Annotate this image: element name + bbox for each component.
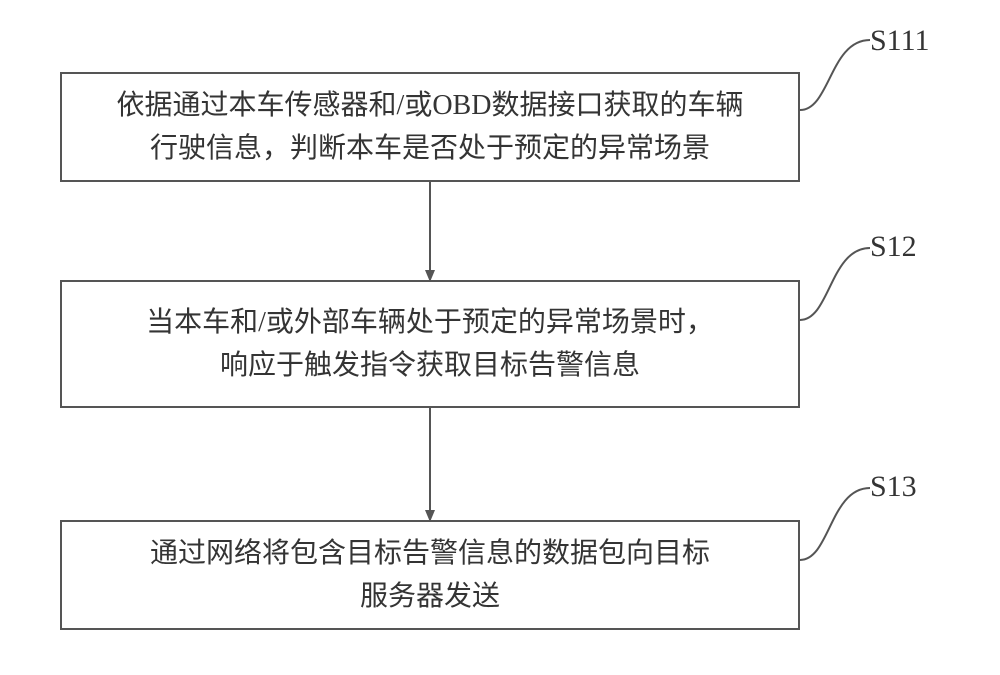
step-text-s111: 依据通过本车传感器和/或OBD数据接口获取的车辆 行驶信息，判断本车是否处于预定… bbox=[117, 84, 744, 171]
step-label-s13: S13 bbox=[870, 470, 917, 504]
step-label-text-s13: S13 bbox=[870, 470, 917, 503]
step-label-text-s12: S12 bbox=[870, 230, 917, 263]
step-box-s111: 依据通过本车传感器和/或OBD数据接口获取的车辆 行驶信息，判断本车是否处于预定… bbox=[60, 72, 800, 182]
callout-s12 bbox=[800, 248, 870, 320]
step-box-s12: 当本车和/或外部车辆处于预定的异常场景时， 响应于触发指令获取目标告警信息 bbox=[60, 280, 800, 408]
callout-s111 bbox=[800, 40, 870, 110]
step-text-s12: 当本车和/或外部车辆处于预定的异常场景时， 响应于触发指令获取目标告警信息 bbox=[146, 301, 714, 388]
flowchart-canvas: 依据通过本车传感器和/或OBD数据接口获取的车辆 行驶信息，判断本车是否处于预定… bbox=[0, 0, 1000, 675]
callout-s13 bbox=[800, 488, 870, 560]
step-label-s12: S12 bbox=[870, 230, 917, 264]
step-text-s13: 通过网络将包含目标告警信息的数据包向目标 服务器发送 bbox=[150, 532, 710, 619]
step-label-s111: S111 bbox=[870, 24, 929, 58]
step-label-text-s111: S111 bbox=[870, 24, 929, 57]
step-box-s13: 通过网络将包含目标告警信息的数据包向目标 服务器发送 bbox=[60, 520, 800, 630]
